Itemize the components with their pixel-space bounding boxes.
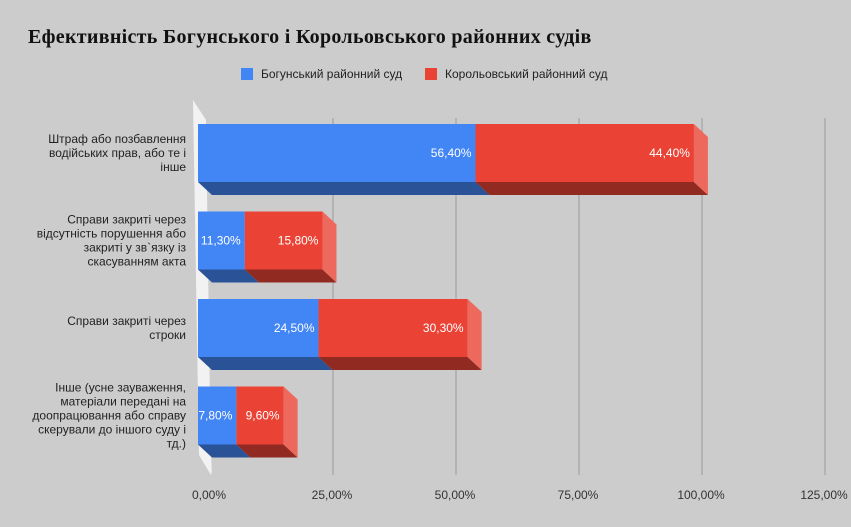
legend-swatch-korolovskyi (425, 68, 437, 80)
legend-swatch-bohunskyi (241, 68, 253, 80)
data-label: 11,30% (201, 234, 241, 248)
bar-depth-1 (244, 269, 337, 283)
x-tick-label: 25,00% (312, 488, 353, 502)
category-label: Справи закриті через (67, 213, 186, 227)
category-label: матеріали передані на (60, 395, 186, 409)
x-tick-label: 125,00% (800, 488, 848, 502)
category-label: доопрацювання або справу (32, 409, 186, 423)
bar-cap (283, 386, 298, 458)
category-label: скасуванням акта (87, 255, 186, 269)
legend-item-korolovskyi[interactable]: Корольовський районний суд (425, 67, 607, 81)
bar-cap (693, 124, 708, 195)
legend-label-korolovskyi: Корольовський районний суд (445, 67, 608, 81)
bar-depth-1 (475, 182, 708, 195)
bar-segment (198, 211, 245, 270)
data-label: 7,80% (198, 409, 232, 423)
data-label: 44,40% (649, 146, 690, 160)
x-tick-label: 75,00% (558, 488, 599, 502)
bar-segment (244, 211, 323, 270)
bar-depth-0 (198, 269, 259, 283)
bar-depth-0 (198, 444, 251, 458)
category-label: відсутність порушення або (37, 227, 187, 241)
data-label: 24,50% (274, 321, 315, 335)
category-label: строки (149, 328, 186, 342)
data-label: 15,80% (278, 234, 319, 248)
plot-wall-face (193, 100, 211, 475)
bar-depth-1 (318, 357, 482, 370)
bar-segment (318, 299, 468, 357)
x-tick-label: 100,00% (677, 488, 725, 502)
category-label: скерували до іншого суду і (38, 423, 186, 437)
category-label: Справи закриті через (67, 314, 186, 328)
category-label: Інше (усне зауваження, (55, 381, 186, 395)
legend-label-bohunskyi: Богунський районний суд (261, 67, 403, 81)
x-tick-label: 0,00% (192, 488, 226, 502)
bar-segment (236, 386, 284, 445)
chart-title: Ефективність Богунського і Корольовськог… (28, 26, 592, 48)
category-label: закриті у зв`язку із (84, 241, 187, 255)
category-label: інше (160, 160, 186, 174)
legend-item-bohunskyi[interactable]: Богунський районний суд (241, 67, 402, 81)
bar-segment (198, 299, 319, 357)
x-tick-label: 50,00% (435, 488, 476, 502)
bar-segment (198, 124, 476, 182)
category-label: тд.) (167, 437, 186, 451)
category-label: водійських прав, або те і (49, 146, 186, 160)
data-label: 9,60% (246, 409, 280, 423)
bar-segment (198, 386, 237, 445)
bar-depth-0 (198, 357, 333, 370)
data-label: 56,40% (431, 146, 472, 160)
bar-segment (475, 124, 694, 182)
bar-depth-0 (198, 182, 490, 195)
bar-cap (467, 299, 482, 370)
category-label: Штраф або позбавлення (48, 132, 186, 146)
data-label: 30,30% (423, 321, 464, 335)
legend: Богунський районний суд Корольовський ра… (0, 67, 851, 83)
bar-cap (322, 211, 337, 283)
bar-depth-1 (236, 444, 298, 458)
